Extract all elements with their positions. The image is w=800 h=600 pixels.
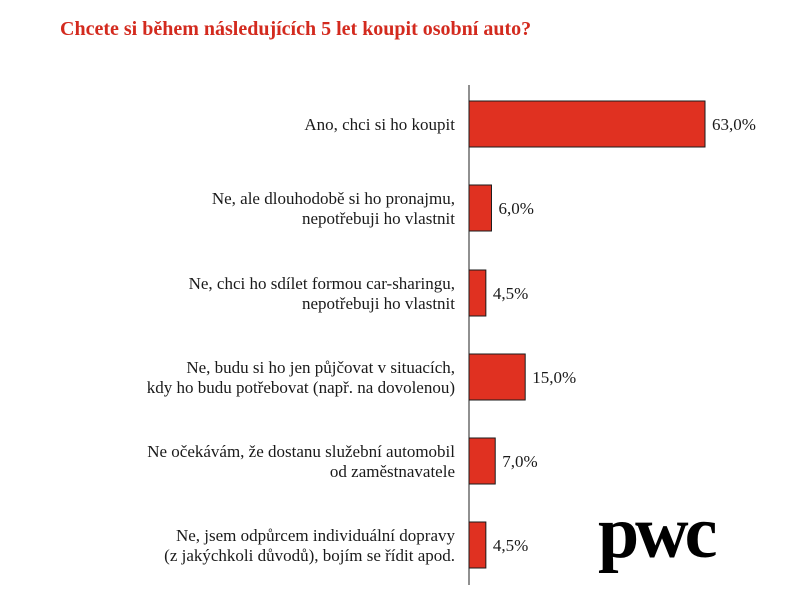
- category-label-line: (z jakýchkoli důvodů), bojím se řídit ap…: [164, 546, 455, 565]
- value-label-0: 63,0%: [712, 115, 756, 134]
- category-label-0: Ano, chci si ho koupit: [304, 115, 455, 134]
- svg-text:pwc: pwc: [598, 505, 716, 574]
- category-label-5: Ne, jsem odpůrcem individuální dopravy (z…: [164, 526, 455, 565]
- category-label-line: Ne, jsem odpůrcem individuální dopravy: [176, 526, 456, 545]
- category-label-line: Ne, ale dlouhodobě si ho pronajmu,: [212, 189, 455, 208]
- bar-3: [468, 353, 526, 401]
- category-label-line: Ne očekávám, že dostanu služební automob…: [147, 442, 455, 461]
- value-label-4: 7,0%: [502, 452, 537, 471]
- pwc-logo: pwc: [598, 505, 720, 574]
- bar-5: [468, 521, 487, 569]
- bar-0: [468, 100, 706, 148]
- category-label-line: kdy ho budu potřebovat (např. na dovolen…: [147, 378, 455, 397]
- bar-4: [468, 437, 496, 485]
- category-label-2: Ne, chci ho sdílet formou car-sharingu, n…: [189, 274, 456, 313]
- value-label-2: 4,5%: [493, 284, 528, 303]
- value-label-5: 4,5%: [493, 536, 528, 555]
- chart-title: Chcete si během následujících 5 let koup…: [60, 18, 532, 40]
- category-label-4: Ne očekávám, že dostanu služební automob…: [147, 442, 455, 481]
- bar-2: [468, 269, 487, 317]
- category-label-line: Ano, chci si ho koupit: [304, 115, 455, 134]
- category-label-3: Ne, budu si ho jen půjčovat v situacích,…: [147, 358, 455, 397]
- category-label-line: Ne, chci ho sdílet formou car-sharingu,: [189, 274, 455, 293]
- category-label-1: Ne, ale dlouhodobě si ho pronajmu, nepotř…: [212, 189, 455, 228]
- category-label-line: nepotřebuji ho vlastnit: [302, 294, 455, 313]
- value-label-3: 15,0%: [532, 368, 576, 387]
- category-label-line: Ne, budu si ho jen půjčovat v situacích,: [186, 358, 455, 377]
- category-label-line: od zaměstnavatele: [330, 462, 455, 481]
- bar-1: [468, 184, 492, 232]
- category-label-line: nepotřebuji ho vlastnit: [302, 209, 455, 228]
- value-label-1: 6,0%: [498, 199, 533, 218]
